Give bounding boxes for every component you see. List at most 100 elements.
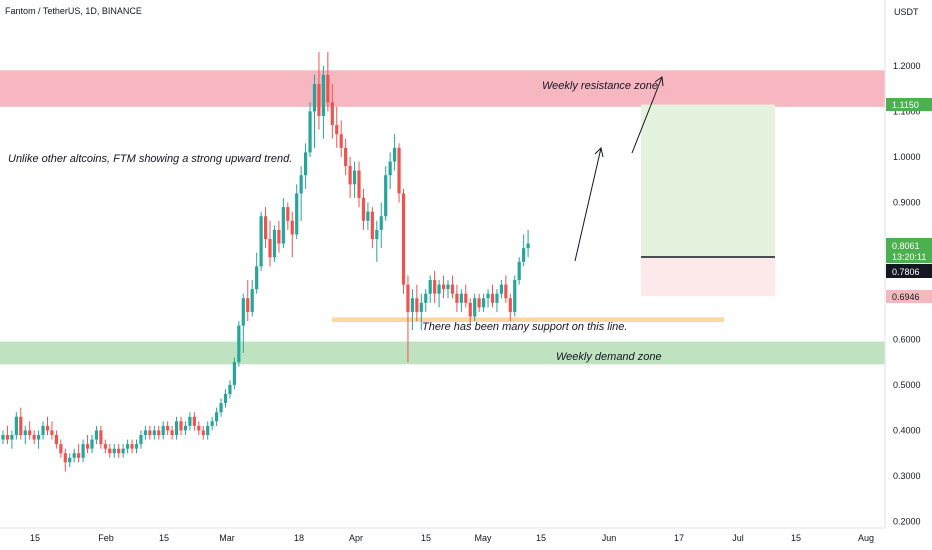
candle[interactable] [117, 444, 121, 458]
candle[interactable] [357, 161, 361, 208]
position-stop-box[interactable] [641, 256, 775, 297]
candle[interactable] [522, 234, 526, 267]
up-arrow-1[interactable] [574, 147, 604, 262]
candle[interactable] [317, 52, 321, 130]
candle[interactable] [45, 416, 50, 435]
candle[interactable] [393, 134, 397, 171]
candle[interactable] [477, 293, 481, 312]
candle[interactable] [513, 275, 517, 317]
candle[interactable] [370, 207, 374, 249]
candle[interactable] [237, 321, 241, 367]
candle[interactable] [85, 434, 90, 454]
candle[interactable] [166, 421, 170, 435]
candle[interactable] [215, 407, 219, 426]
candle[interactable] [192, 412, 196, 431]
candle[interactable] [143, 425, 147, 440]
candle[interactable] [281, 197, 285, 249]
candle[interactable] [1, 430, 5, 445]
candle[interactable] [130, 439, 134, 454]
candle[interactable] [401, 188, 406, 294]
candle[interactable] [139, 430, 143, 449]
candle[interactable] [72, 448, 76, 463]
support-line[interactable] [332, 317, 724, 322]
candle[interactable] [508, 293, 512, 322]
candle[interactable] [433, 270, 437, 303]
candle[interactable] [277, 220, 281, 253]
candle[interactable] [504, 275, 508, 303]
candle[interactable] [339, 120, 343, 157]
candle[interactable] [384, 166, 388, 221]
candle[interactable] [473, 293, 477, 322]
candle[interactable] [495, 289, 499, 312]
candle[interactable] [63, 448, 67, 472]
candle[interactable] [437, 280, 441, 308]
candle[interactable] [352, 161, 357, 198]
candle[interactable] [14, 412, 18, 440]
candle[interactable] [59, 439, 63, 458]
position-target-box[interactable] [641, 104, 775, 257]
candle[interactable] [94, 425, 99, 445]
candle[interactable] [259, 211, 263, 271]
candle[interactable] [157, 425, 161, 440]
candle[interactable] [232, 357, 236, 390]
candle[interactable] [210, 416, 214, 431]
candle[interactable] [126, 439, 130, 454]
candle[interactable] [361, 188, 366, 230]
candle[interactable] [326, 52, 330, 112]
candle[interactable] [290, 211, 294, 258]
candle[interactable] [152, 425, 156, 440]
candle[interactable] [348, 156, 352, 198]
candle[interactable] [77, 444, 81, 463]
candle[interactable] [50, 421, 54, 440]
candle[interactable] [19, 407, 23, 440]
candle[interactable] [263, 207, 268, 249]
candle[interactable] [526, 229, 530, 258]
candle[interactable] [268, 220, 272, 267]
candle[interactable] [486, 289, 490, 308]
candle[interactable] [241, 293, 245, 353]
candle[interactable] [397, 143, 401, 203]
candle[interactable] [174, 416, 179, 440]
candle[interactable] [99, 425, 103, 449]
candle[interactable] [41, 421, 45, 440]
candle[interactable] [54, 430, 58, 449]
candle[interactable] [5, 425, 10, 445]
candle[interactable] [179, 416, 183, 435]
candle[interactable] [108, 444, 112, 458]
candle[interactable] [517, 257, 521, 285]
candle[interactable] [308, 102, 312, 157]
candle[interactable] [103, 439, 107, 454]
candle[interactable] [441, 275, 446, 299]
candle[interactable] [32, 430, 36, 445]
candle[interactable] [219, 398, 223, 417]
up-arrow-2[interactable] [631, 76, 664, 154]
candle[interactable] [424, 289, 428, 312]
candle[interactable] [344, 138, 348, 176]
candle[interactable] [490, 284, 495, 308]
candle[interactable] [388, 152, 392, 189]
candle[interactable] [335, 106, 339, 148]
candle[interactable] [415, 284, 419, 322]
candle[interactable] [10, 430, 14, 449]
candle[interactable] [321, 65, 325, 139]
candle[interactable] [459, 289, 463, 312]
candle[interactable] [28, 421, 32, 440]
candle[interactable] [170, 425, 174, 440]
candle[interactable] [246, 280, 250, 322]
candle[interactable] [183, 421, 188, 435]
candle[interactable] [272, 225, 277, 262]
candle[interactable] [228, 380, 232, 399]
candle[interactable] [428, 275, 432, 303]
candle[interactable] [90, 434, 94, 454]
candle[interactable] [68, 453, 72, 467]
candle[interactable] [455, 284, 459, 312]
candle[interactable] [148, 425, 152, 440]
candle[interactable] [304, 143, 308, 189]
candle[interactable] [81, 439, 85, 463]
candle[interactable] [379, 202, 383, 249]
candle[interactable] [410, 289, 414, 331]
weekly-demand-zone[interactable] [0, 341, 885, 365]
candle[interactable] [134, 439, 139, 454]
candle[interactable] [464, 284, 468, 308]
candle[interactable] [482, 293, 486, 312]
